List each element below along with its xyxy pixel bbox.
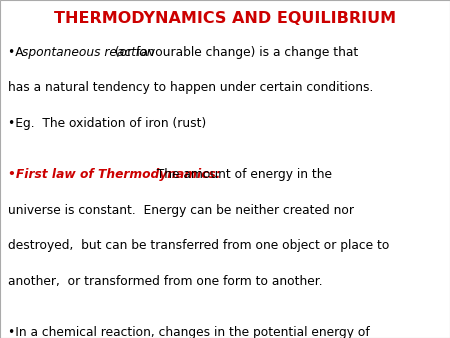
Text: universe is constant.  Energy can be neither created nor: universe is constant. Energy can be neit… — [8, 203, 354, 217]
Text: destroyed,  but can be transferred from one object or place to: destroyed, but can be transferred from o… — [8, 239, 390, 252]
Text: •Eg.  The oxidation of iron (rust): •Eg. The oxidation of iron (rust) — [8, 117, 207, 129]
Text: •In a chemical reaction, changes in the potential energy of: •In a chemical reaction, changes in the … — [8, 326, 370, 338]
Text: another,  or transformed from one form to another.: another, or transformed from one form to… — [8, 274, 323, 288]
Text: THERMODYNAMICS AND EQUILIBRIUM: THERMODYNAMICS AND EQUILIBRIUM — [54, 11, 396, 26]
Text: has a natural tendency to happen under certain conditions.: has a natural tendency to happen under c… — [8, 81, 374, 94]
Text: •First law of Thermodynamics:: •First law of Thermodynamics: — [8, 168, 220, 181]
Text: spontaneous reaction: spontaneous reaction — [22, 46, 155, 58]
Text: (or favourable change) is a change that: (or favourable change) is a change that — [111, 46, 358, 58]
Text: The amount of energy in the: The amount of energy in the — [149, 168, 332, 181]
Text: •A: •A — [8, 46, 27, 58]
